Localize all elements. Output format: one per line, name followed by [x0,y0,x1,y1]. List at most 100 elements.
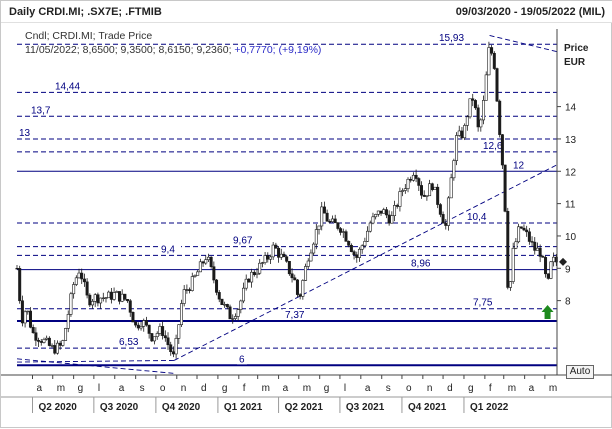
candle [500,134,504,170]
x-tick-label: a [37,383,43,394]
x-tick-label: l [344,383,346,394]
candle-body [99,297,103,304]
candle [215,279,219,296]
axis-unit: EUR [564,57,586,68]
candle-body [441,214,445,224]
level-label: 12 [513,160,525,171]
candle-body [544,257,548,275]
candle [352,249,356,260]
level-label: 6 [239,354,245,365]
level-label: 6,53 [119,337,139,348]
x-tick-label: s [386,383,391,394]
candle-body [511,247,515,282]
level-label-bg [283,308,311,320]
candle-body [142,320,146,327]
candle-body [376,210,380,215]
candle [357,247,361,262]
candle-body [285,256,289,262]
legend-ohlc: 11/05/2022; 8,6500; 9,3500; 8,6150; 9,23… [25,44,321,56]
candle-body [28,310,32,328]
candle-body [204,259,208,264]
candle-body [212,266,216,281]
candle-body [258,262,262,274]
x-tick-label: n [181,383,187,394]
candle-body [535,247,539,251]
candle-body [45,337,49,340]
candle [492,51,496,71]
candle-body [228,306,232,320]
auto-scale-button[interactable]: Auto [566,365,594,379]
candle [368,220,372,233]
candle-body [188,289,192,291]
level-label-bg [237,353,247,365]
candle-body [341,231,345,233]
level-label: 8,96 [411,259,431,270]
candle-body [522,227,526,231]
chart-header: Daily CRDI.MI; .SX7E; .FTMIB 09/03/2020 … [1,1,612,23]
candle-body [519,226,523,229]
candle-body [290,273,294,279]
candle-body [463,125,467,139]
level-label-bg [17,126,33,138]
price-chart[interactable]: 15,93 14,44 13,7 13 12,6 12 10,4 9,67 9,4 8,96 7,7… [1,23,612,429]
candle [268,254,272,265]
candle [484,71,488,101]
candle [463,123,467,141]
candle-body [506,211,510,288]
candle-body [225,304,229,308]
candle [163,330,167,342]
candle [465,115,469,131]
x-tick-label: m [57,383,65,394]
axis-title: Price [564,43,589,54]
candle [333,214,337,224]
candle-body [66,314,70,329]
candle [406,177,410,193]
candle [503,164,507,213]
candle [317,225,321,235]
candle-body [298,294,302,297]
candle [37,337,41,347]
candle-body [382,209,386,214]
candle-body [312,243,316,254]
legend-change: +0,7770; (+9,19%) [234,44,322,56]
candle-body [96,294,100,304]
candle-body [123,293,127,300]
candle-body [468,98,472,118]
candle-body [252,271,256,276]
candle [285,254,289,263]
candle-body [115,291,119,293]
candle-body [112,292,116,300]
candle [398,187,402,212]
candle-body [80,272,84,280]
candle [419,181,423,199]
candle-body [446,197,450,226]
candle [91,299,95,309]
candle-body [182,289,186,304]
candle [18,265,22,304]
candle [446,196,450,231]
x-tick-label: g [222,383,228,394]
candle-body [387,214,391,224]
candle-body [393,205,397,216]
x-tick-label: a [365,383,371,394]
candle [236,308,240,321]
level-label-bg [117,336,145,348]
candle-body [15,267,19,270]
level-label: 13 [19,128,31,139]
buy-arrow-icon [541,304,554,319]
candle [433,186,437,190]
candle-body [209,256,213,268]
x-tick-label: n [427,383,433,394]
candle [514,238,518,250]
candle [482,95,486,125]
candle [438,203,442,218]
candle [23,310,27,328]
candle-body [349,244,353,252]
candle [255,267,259,279]
candle [344,229,348,242]
x-tick-label: m [549,383,557,394]
candle-body [363,241,367,247]
candle-body [320,206,324,227]
candle [490,44,494,56]
candle-body [196,271,200,276]
